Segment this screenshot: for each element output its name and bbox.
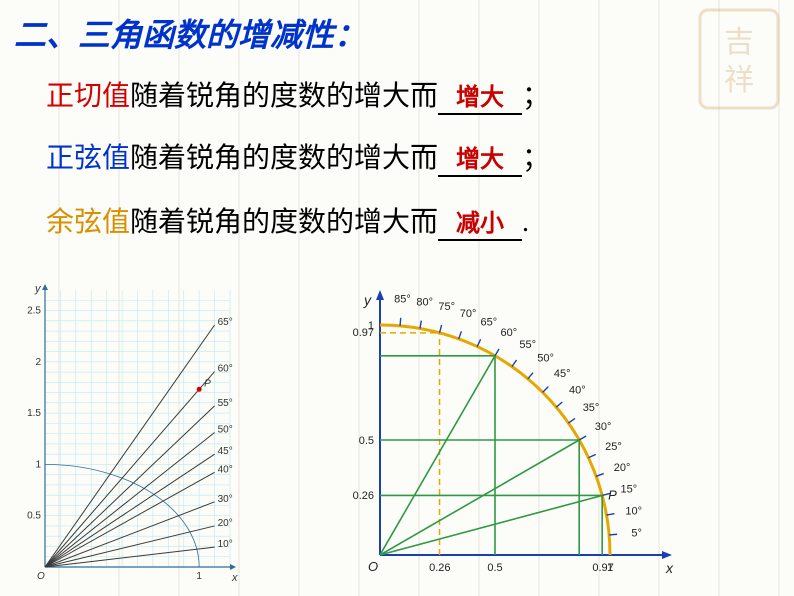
blank-tan: 增大 xyxy=(438,85,522,115)
svg-text:40°: 40° xyxy=(569,384,586,396)
svg-text:70°: 70° xyxy=(460,308,477,320)
svg-text:0.5: 0.5 xyxy=(359,435,374,447)
svg-text:1: 1 xyxy=(196,571,202,582)
statement-tan: 正切值随着锐角的度数的增大而增大； xyxy=(46,74,550,115)
blank-sin: 增大 xyxy=(438,147,522,177)
tangent-fan-chart: 0.5 1 1.5 2 2.5 1 10° 20° 30° 40° 45° 50° 55° 60° 65° P… xyxy=(10,275,255,585)
svg-text:20°: 20° xyxy=(218,518,233,529)
mid-text: 随着锐角的度数的增大而 xyxy=(130,81,438,112)
svg-text:0.26: 0.26 xyxy=(353,490,374,502)
mid-text: 随着锐角的度数的增大而 xyxy=(130,143,438,174)
svg-text:45°: 45° xyxy=(554,368,571,380)
punct: ； xyxy=(522,81,550,112)
svg-text:x: x xyxy=(231,572,238,584)
svg-text:0.26: 0.26 xyxy=(429,562,450,574)
svg-text:50°: 50° xyxy=(537,353,554,365)
svg-text:55°: 55° xyxy=(218,398,233,409)
svg-text:2: 2 xyxy=(35,357,41,368)
svg-text:O: O xyxy=(368,559,378,574)
svg-text:祥: 祥 xyxy=(724,64,754,97)
svg-text:O: O xyxy=(37,571,45,582)
svg-text:吉: 吉 xyxy=(724,26,754,59)
svg-text:20°: 20° xyxy=(614,462,631,474)
svg-text:65°: 65° xyxy=(218,317,233,328)
svg-text:1: 1 xyxy=(607,562,613,574)
svg-text:40°: 40° xyxy=(218,464,233,475)
svg-text:15°: 15° xyxy=(621,483,638,495)
svg-text:x: x xyxy=(665,560,674,576)
svg-text:50°: 50° xyxy=(218,425,233,436)
svg-text:35°: 35° xyxy=(583,402,600,414)
svg-text:25°: 25° xyxy=(605,441,622,453)
svg-text:0.5: 0.5 xyxy=(27,511,41,522)
svg-text:2.5: 2.5 xyxy=(27,306,41,317)
svg-text:80°: 80° xyxy=(416,296,433,308)
svg-text:y: y xyxy=(34,283,42,295)
statement-cos: 余弦值随着锐角的度数的增大而减小. xyxy=(46,200,529,241)
svg-text:y: y xyxy=(363,292,372,308)
svg-text:55°: 55° xyxy=(519,339,536,351)
svg-text:1: 1 xyxy=(35,459,41,470)
svg-text:45°: 45° xyxy=(218,446,233,457)
unit-circle-chart: 5° 10° 15° 20° 25° 30° 35° 40° 45°50°55°60°65° 70… xyxy=(310,275,740,585)
lead-sin: 正弦值 xyxy=(46,143,130,174)
mid-text: 随着锐角的度数的增大而 xyxy=(130,207,438,238)
statement-sin: 正弦值随着锐角的度数的增大而增大； xyxy=(46,136,550,177)
punct: . xyxy=(522,207,529,238)
blank-cos: 减小 xyxy=(438,211,522,241)
decorative-stamp: 吉 祥 xyxy=(694,4,784,114)
svg-text:60°: 60° xyxy=(500,327,517,339)
svg-text:60°: 60° xyxy=(218,364,233,375)
svg-text:10°: 10° xyxy=(218,539,233,550)
section-heading: 二、三角函数的增减性： xyxy=(14,10,366,56)
svg-text:10°: 10° xyxy=(625,505,642,517)
svg-text:P: P xyxy=(204,378,211,389)
svg-text:85°: 85° xyxy=(394,293,411,305)
svg-text:1: 1 xyxy=(368,320,374,332)
lead-tan: 正切值 xyxy=(46,81,130,112)
svg-text:5°: 5° xyxy=(631,528,642,540)
svg-text:30°: 30° xyxy=(218,494,233,505)
svg-text:1.5: 1.5 xyxy=(27,408,41,419)
svg-text:75°: 75° xyxy=(438,301,455,313)
svg-text:0.5: 0.5 xyxy=(487,562,502,574)
svg-text:30°: 30° xyxy=(595,421,612,433)
punct: ； xyxy=(522,143,550,174)
svg-text:P: P xyxy=(608,487,617,502)
svg-text:65°: 65° xyxy=(481,317,498,329)
lead-cos: 余弦值 xyxy=(46,207,130,238)
